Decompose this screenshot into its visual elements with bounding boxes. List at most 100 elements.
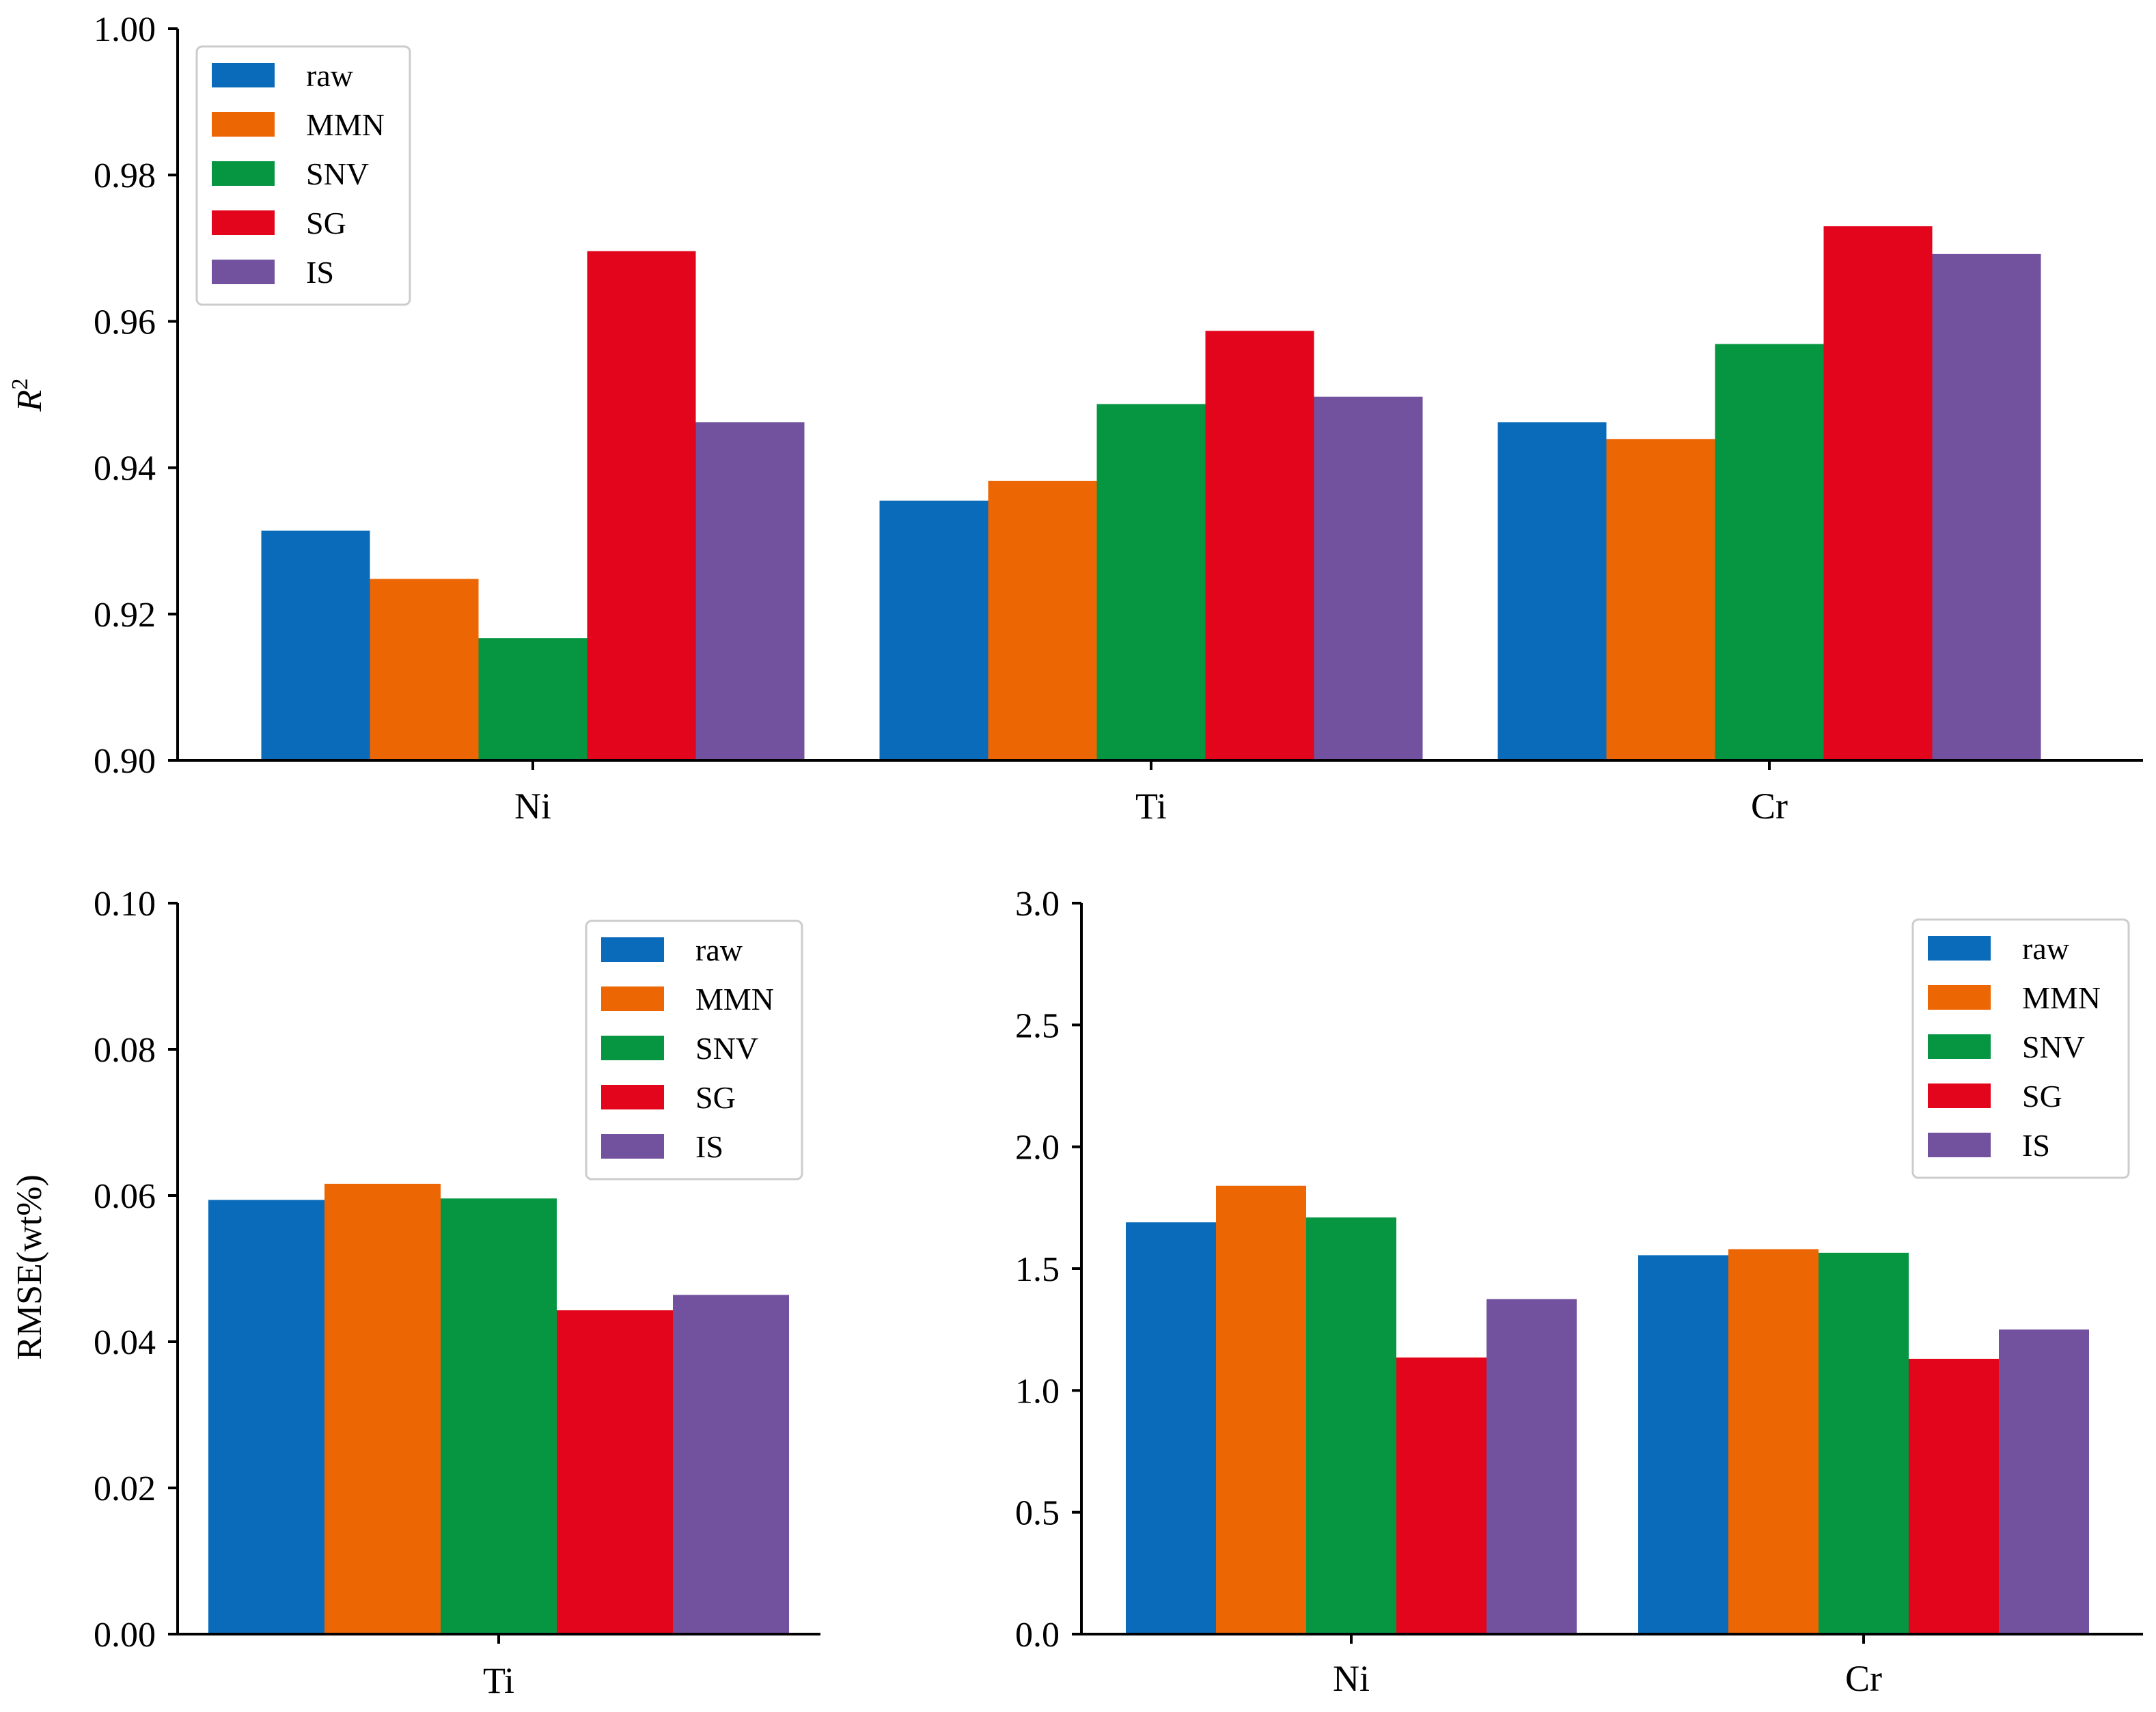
rmse-ti-legend-label-snv: SNV [695,1031,758,1066]
r2-bar-ti-is [1314,396,1423,760]
r2-bar-ni-snv [478,638,588,760]
r2-legend-label-snv: SNV [306,156,369,191]
r2-legend: raw MMN SNV SG IS [195,45,411,306]
r2-legend-swatch-snv [212,161,275,186]
rmse-ti-y-tick-label: 0.04 [94,1323,156,1362]
r2-legend-swatch-raw [212,63,275,87]
r2-bar-cr-sg [1823,226,1933,760]
rmse-ti-legend-label-is: IS [695,1129,723,1164]
rmse-nicr-bar-ni-is [1487,1299,1577,1634]
rmse-nicr-y-tick-label: 3.0 [1015,885,1060,924]
rmse-ti-y-tick-label: 0.06 [94,1177,156,1216]
rmse-nicr-x-tick-label-cr: Cr [1845,1658,1882,1699]
r2-bar-cr-snv [1715,344,1824,760]
r2-bar-ni-sg [587,251,696,761]
r2-bar-ti-mmn [988,480,1097,760]
r2-y-axis-label-main: R [10,390,49,413]
rmse-nicr-panel: 0.0 0.5 1.0 1.5 2.0 2.5 3.0 Ni Cr raw MMN SNV SG IS [1015,885,2143,1699]
r2-x-tick-label-cr: Cr [1751,786,1788,827]
rmse-nicr-y-tick-label: 0.0 [1015,1616,1060,1655]
rmse-nicr-bar-cr-snv [1819,1252,1909,1634]
rmse-ti-y-tick-label: 0.00 [94,1616,156,1655]
r2-bar-cr-mmn [1606,439,1715,760]
rmse-ti-bar-ti-mmn [324,1183,441,1634]
rmse-nicr-legend-label-sg: SG [2022,1079,2062,1114]
r2-legend-frame [195,45,411,306]
rmse-ti-legend-swatch-mmn [601,986,664,1011]
rmse-nicr-legend-swatch-snv [1928,1034,1991,1059]
rmse-ti-bar-ti-raw [208,1200,324,1634]
rmse-nicr-y-tick-label: 2.0 [1015,1129,1060,1168]
rmse-ti-x-tick-label-ti: Ti [483,1660,514,1701]
r2-y-axis-label: R2 [8,378,49,413]
rmse-ti-bar-ti-is [673,1295,789,1634]
rmse-nicr-legend: raw MMN SNV SG IS [1911,918,2130,1179]
rmse-nicr-legend-label-is: IS [2022,1128,2050,1163]
rmse-nicr-y-tick-label: 1.5 [1015,1250,1060,1289]
rmse-nicr-bar-ni-mmn [1216,1185,1306,1634]
r2-bar-ti-raw [879,500,989,760]
rmse-ti-y-axis-label: RMSE(wt%) [10,1174,49,1360]
rmse-ti-y-tick-label: 0.02 [94,1469,156,1508]
r2-legend-label-mmn: MMN [306,107,385,142]
rmse-ti-legend-swatch-raw [601,937,664,962]
rmse-nicr-y-tick-label: 0.5 [1015,1494,1060,1533]
r2-y-tick-label: 0.96 [94,303,156,342]
r2-bar-cr-raw [1497,422,1607,760]
r2-legend-swatch-sg [212,210,275,235]
rmse-ti-legend-swatch-sg [601,1085,664,1109]
rmse-nicr-bar-cr-mmn [1728,1249,1819,1634]
r2-bar-ni-mmn [370,579,479,760]
rmse-ti-legend-frame [585,920,803,1181]
rmse-nicr-bar-cr-is [1999,1329,2089,1634]
r2-bar-ti-snv [1096,404,1206,760]
rmse-ti-x-ticks: Ti [483,1634,514,1701]
rmse-ti-legend: raw MMN SNV SG IS [585,920,803,1181]
rmse-nicr-bar-ni-sg [1396,1357,1487,1634]
rmse-nicr-bars [1126,1185,2089,1634]
rmse-nicr-y-ticks: 0.0 0.5 1.0 1.5 2.0 2.5 3.0 [1015,885,1081,1655]
rmse-nicr-legend-label-mmn: MMN [2022,980,2101,1015]
r2-y-ticks: 0.90 0.92 0.94 0.96 0.98 1.00 [94,10,178,781]
rmse-nicr-y-tick-label: 2.5 [1015,1006,1060,1045]
rmse-nicr-bar-cr-raw [1638,1255,1728,1634]
rmse-ti-y-ticks: 0.00 0.02 0.04 0.06 0.08 0.10 [94,885,178,1655]
rmse-nicr-bar-ni-snv [1306,1217,1396,1634]
rmse-ti-bar-ti-snv [441,1198,557,1634]
rmse-nicr-legend-swatch-mmn [1928,985,1991,1010]
rmse-nicr-legend-swatch-sg [1928,1083,1991,1108]
r2-y-tick-label: 1.00 [94,10,156,49]
rmse-nicr-bar-cr-sg [1909,1358,1999,1634]
r2-legend-label-raw: raw [306,58,354,93]
rmse-nicr-x-tick-label-ni: Ni [1333,1658,1370,1699]
rmse-ti-bar-ti-sg [557,1310,673,1634]
rmse-nicr-legend-swatch-raw [1928,936,1991,961]
rmse-nicr-x-ticks: Ni Cr [1333,1634,1882,1699]
rmse-nicr-legend-label-raw: raw [2022,931,2070,966]
r2-x-tick-label-ti: Ti [1135,786,1167,827]
r2-y-axis-label-sup: 2 [8,378,33,390]
rmse-ti-legend-label-sg: SG [695,1080,736,1115]
rmse-nicr-y-tick-label: 1.0 [1015,1372,1060,1411]
rmse-ti-y-tick-label: 0.10 [94,885,156,924]
r2-legend-label-sg: SG [306,206,346,240]
r2-x-ticks: Ni Ti Cr [514,760,1788,827]
r2-bar-cr-is [1932,253,2041,760]
rmse-nicr-legend-frame [1911,918,2130,1179]
rmse-nicr-bar-ni-raw [1126,1222,1216,1634]
r2-legend-swatch-mmn [212,112,275,137]
r2-x-tick-label-ni: Ni [514,786,551,827]
rmse-ti-panel: 0.00 0.02 0.04 0.06 0.08 0.10 Ti RMSE(wt%) ra… [10,885,820,1701]
rmse-ti-y-tick-label: 0.08 [94,1031,156,1070]
r2-y-tick-label: 0.94 [94,450,156,488]
r2-legend-label-is: IS [306,255,334,290]
rmse-ti-legend-swatch-is [601,1134,664,1159]
r2-bar-ni-is [695,422,805,760]
rmse-ti-legend-label-raw: raw [695,933,743,967]
r2-y-tick-label: 0.92 [94,596,156,635]
r2-y-tick-label: 0.98 [94,156,156,195]
rmse-ti-legend-swatch-snv [601,1036,664,1060]
r2-bars [261,226,2041,761]
rmse-ti-legend-label-mmn: MMN [695,982,774,1017]
